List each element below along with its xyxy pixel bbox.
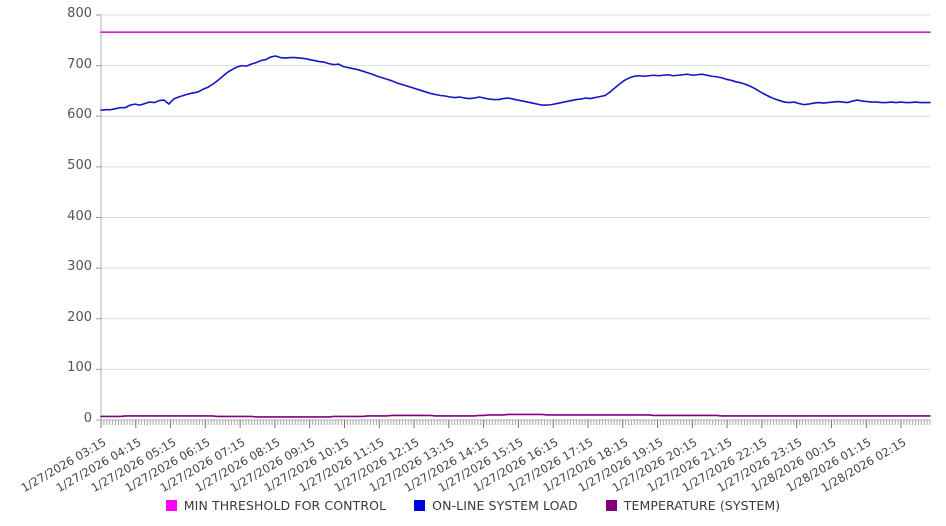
y-tick-label: 600 <box>67 107 92 123</box>
y-tick-label: 0 <box>83 411 92 426</box>
series-line <box>100 413 931 418</box>
x-axis-ticks <box>100 420 931 428</box>
series-line <box>100 55 931 111</box>
legend-item[interactable]: ON-LINE SYSTEM LOAD <box>414 498 578 513</box>
legend-item[interactable]: MIN THRESHOLD FOR CONTROL <box>165 497 387 513</box>
legend-swatch-icon <box>165 499 177 511</box>
chart-legend: MIN THRESHOLD FOR CONTROL ON-LINE SYSTEM … <box>0 494 946 516</box>
y-tick-label: 100 <box>67 360 92 376</box>
legend-label: MIN THRESHOLD FOR CONTROL <box>183 497 387 513</box>
y-axis-ticks <box>96 14 101 421</box>
y-tick-label: 300 <box>67 259 92 275</box>
legend-item[interactable]: TEMPERATURE (SYSTEM) <box>605 497 781 513</box>
y-tick-label: 500 <box>67 157 92 173</box>
y-tick-label: 200 <box>67 309 92 325</box>
legend-label: TEMPERATURE (SYSTEM) <box>623 497 781 513</box>
gridlines <box>101 14 930 370</box>
y-tick-label: 700 <box>67 56 92 72</box>
legend-swatch-icon <box>605 499 617 511</box>
legend-swatch-icon <box>414 499 426 511</box>
y-tick-label: 400 <box>67 208 92 224</box>
legend-label: ON-LINE SYSTEM LOAD <box>432 497 578 513</box>
y-tick-label: 800 <box>67 6 92 21</box>
series-lines <box>100 31 931 418</box>
